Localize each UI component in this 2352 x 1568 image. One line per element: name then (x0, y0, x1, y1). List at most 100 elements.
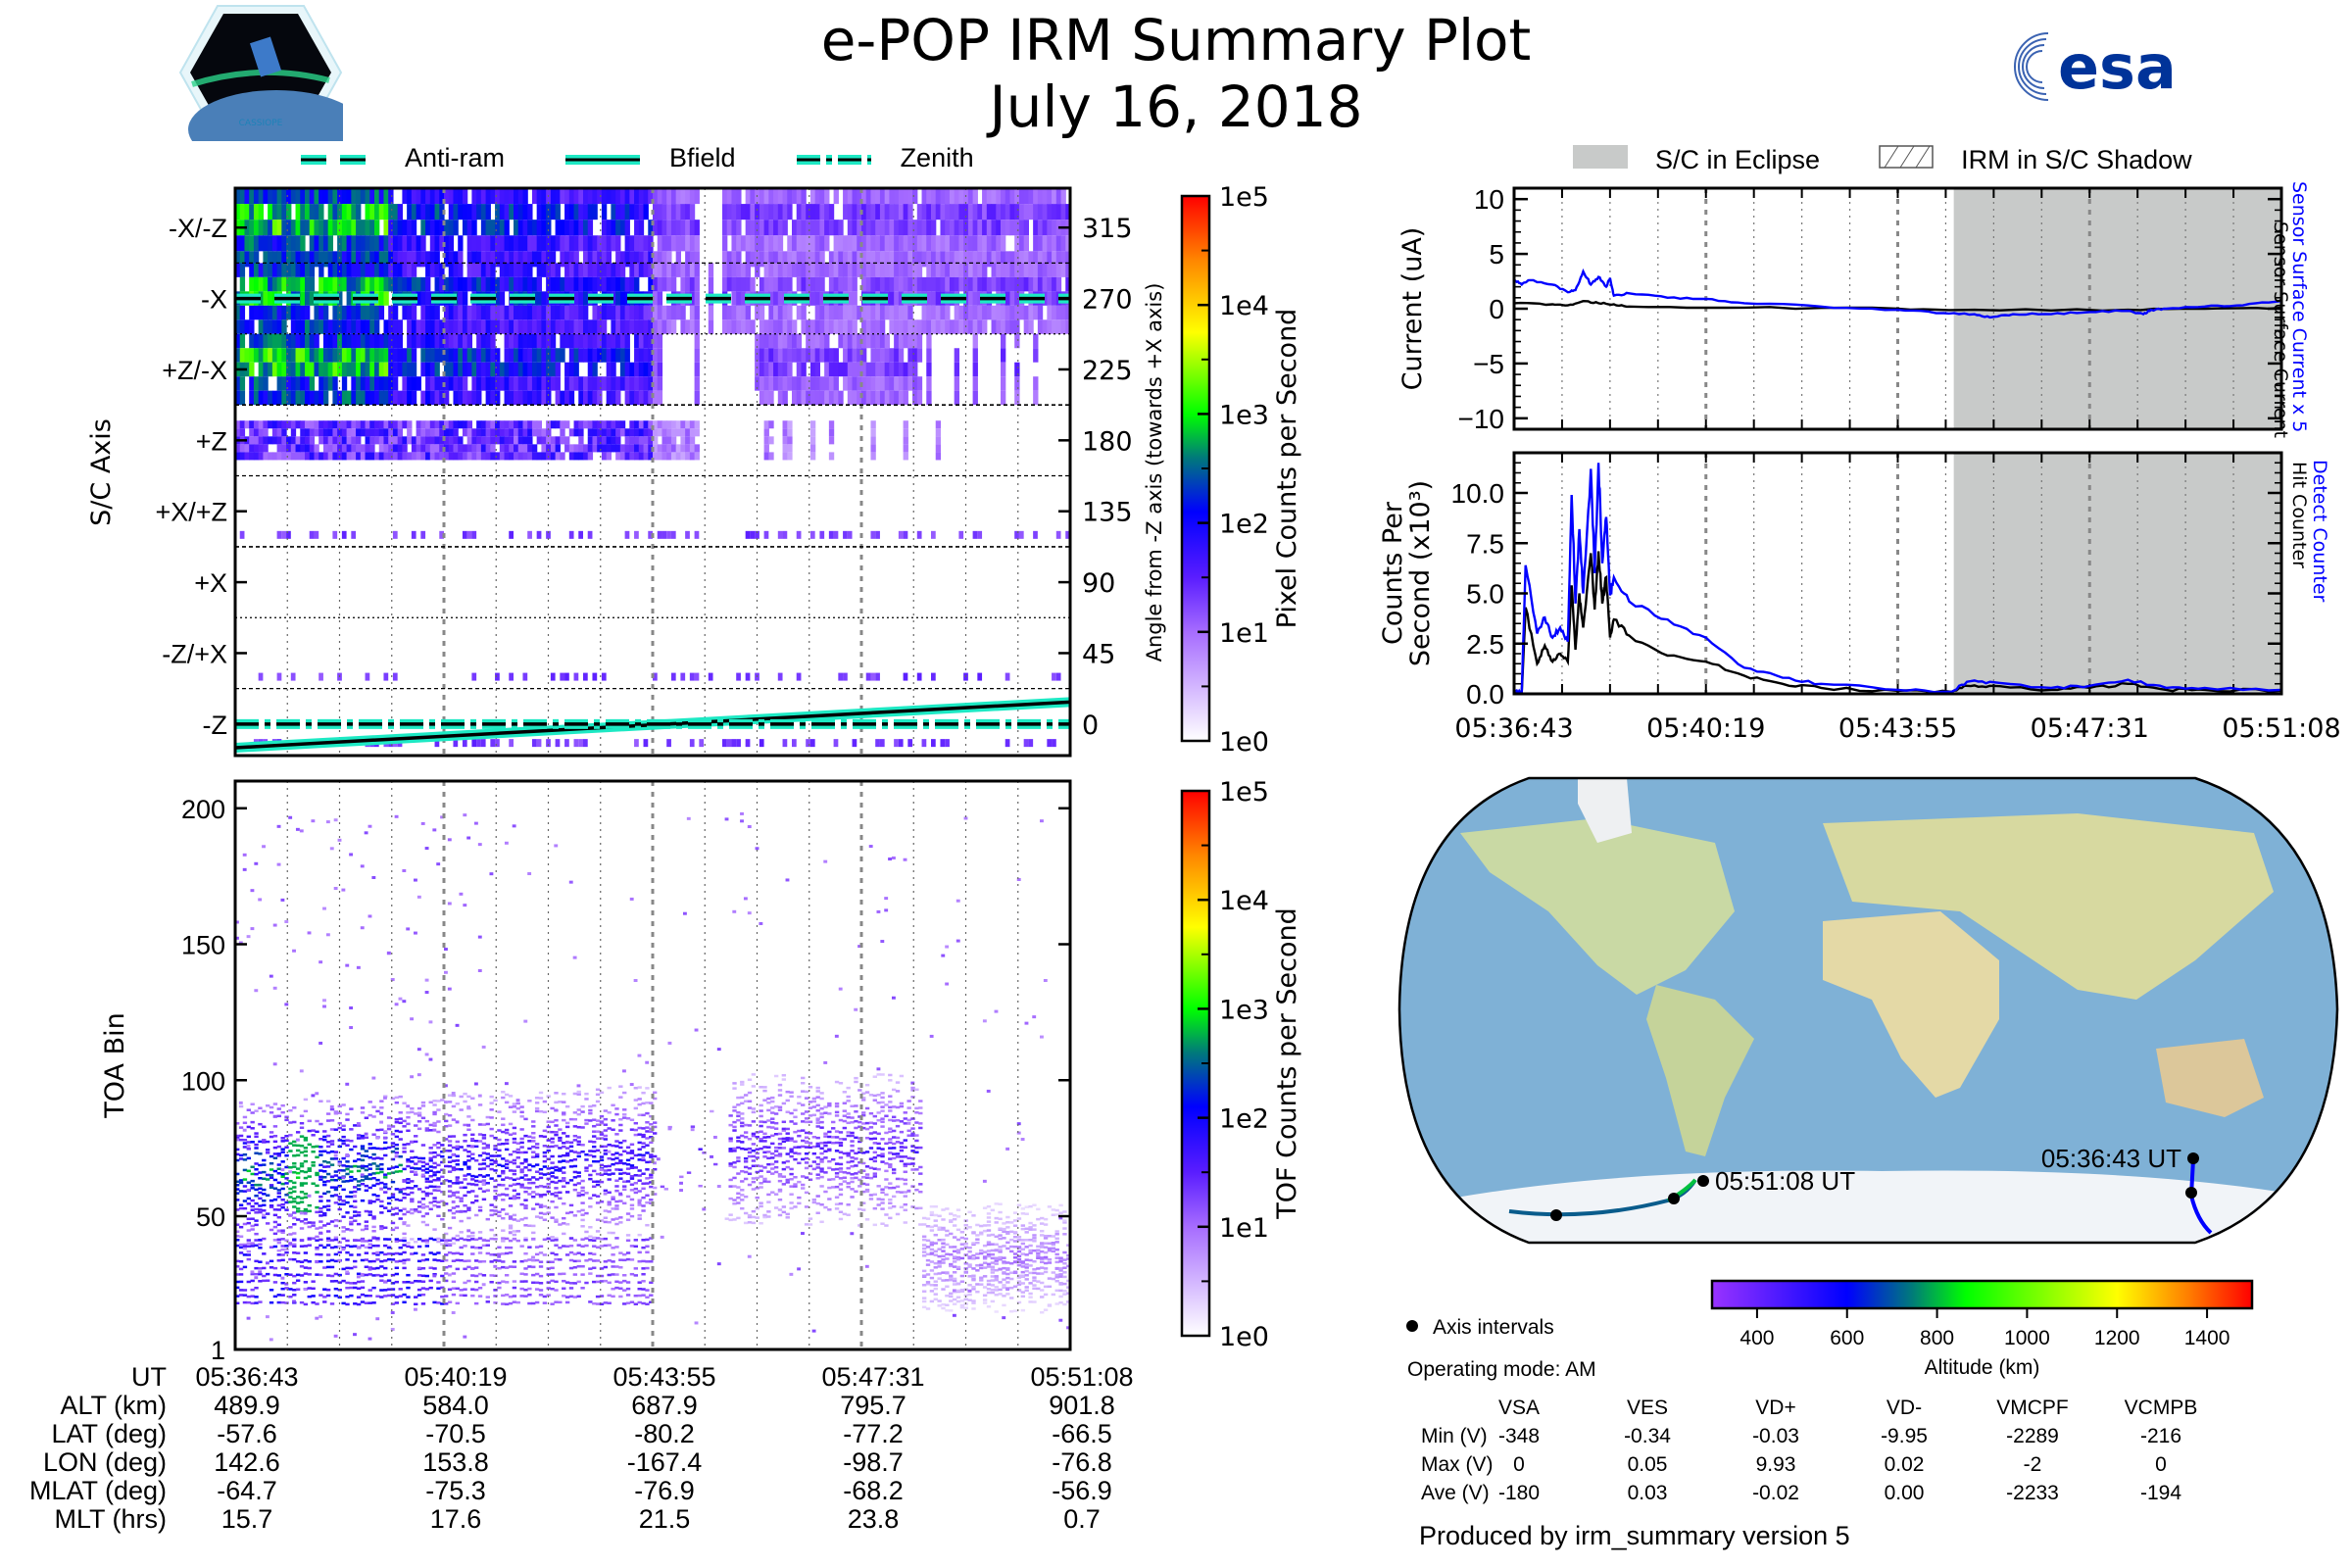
toa-heat-cell (371, 1225, 376, 1229)
toa-heat-cell (534, 1258, 540, 1262)
toa-heat-cell (512, 1150, 517, 1153)
pixel-heat-cell (615, 305, 621, 320)
pixel-heat-cell (531, 319, 538, 334)
toa-heat-cell (353, 1286, 358, 1290)
toa-heat-cell (451, 1135, 457, 1138)
pixel-ytick-label: -X/-Z (169, 214, 227, 243)
toa-heat-cell (299, 1191, 305, 1194)
toa-heat-cell (250, 1217, 255, 1220)
pixel-heat-cell (694, 390, 700, 406)
pixel-heat-cell (694, 428, 700, 437)
toa-heat-cell (276, 1145, 281, 1149)
pixel-heat-cell (448, 362, 455, 377)
pixel-heat-cell (439, 319, 445, 334)
pixel-heat-cell (666, 204, 672, 220)
pixel-heat-cell (420, 420, 426, 429)
pixel-heat-cell (281, 263, 287, 277)
pixel-heat-cell (601, 672, 607, 681)
toa-heat-cell (353, 1219, 358, 1223)
pixel-heat-cell (351, 362, 357, 377)
toa-heat-cell (238, 1289, 244, 1292)
pixel-heat-cell (916, 333, 923, 349)
toa-heat-cell (504, 1273, 510, 1277)
toa-heat-cell (463, 1174, 467, 1177)
pixel-heat-cell (662, 452, 667, 461)
toa-heat-cell (292, 1106, 297, 1109)
pixel-heat-cell (782, 333, 788, 349)
pixel-heat-cell (624, 319, 630, 334)
toa-heat-cell (269, 1168, 274, 1171)
toa-heat-cell (504, 1101, 510, 1104)
pixel-heat-cell (369, 348, 375, 363)
toa-heat-cell (386, 1197, 392, 1200)
toa-heat-cell (333, 1179, 339, 1182)
pixel-heat-cell (689, 672, 695, 681)
toa-heat-cell (349, 853, 354, 857)
pixel-heat-cell (249, 263, 255, 277)
pixel-heat-cell (578, 428, 584, 437)
pixel-heat-cell (657, 428, 663, 437)
toa-heat-cell (379, 1181, 384, 1185)
pixel-heat-cell (568, 452, 575, 461)
toa-heat-cell (512, 1158, 517, 1162)
toa-heat-cell (258, 1238, 263, 1242)
pixel-heat-cell (564, 333, 570, 349)
pixel-heat-cell (726, 220, 733, 236)
toa-heat-cell (477, 1205, 483, 1209)
pixel-heat-cell (509, 276, 514, 292)
toa-heat-cell (353, 1239, 358, 1243)
pixel-heat-cell (843, 333, 849, 349)
toa-heat-cell (493, 1148, 498, 1151)
pixel-heat-cell (360, 362, 367, 377)
pixel-heat-cell (833, 188, 839, 205)
toa-heat-cell (538, 1205, 544, 1208)
pixel-heat-cell (286, 452, 292, 461)
toa-heat-cell (406, 1273, 411, 1277)
pixel-heat-cell (828, 220, 835, 236)
pixel-heat-cell (638, 376, 645, 391)
toa-heat-cell (473, 1280, 479, 1284)
toa-heat-cell (477, 1162, 483, 1166)
pixel-heat-cell (429, 348, 436, 363)
pixel-heat-cell (689, 204, 696, 220)
pixel-heat-cell (453, 444, 459, 453)
toa-heat-cell (451, 1092, 456, 1096)
toa-heat-cell (360, 1273, 365, 1277)
toa-heat-cell (368, 1295, 372, 1298)
toa-heat-cell (410, 1160, 415, 1163)
pixel-heat-cell (903, 251, 908, 268)
pixel-heat-cell (560, 420, 565, 429)
toa-heat-cell (466, 1167, 471, 1170)
toa-heat-cell (379, 1211, 384, 1214)
toa-heat-cell (447, 1170, 453, 1173)
toa-heat-cell (420, 1253, 426, 1256)
pixel-heat-cell (638, 235, 645, 252)
pixel-heat-cell (619, 362, 626, 377)
pixel-heat-cell (318, 263, 324, 277)
toa-heat-cell (550, 1130, 555, 1134)
pixel-heat-cell (517, 444, 524, 453)
pixel-heat-cell (916, 220, 923, 236)
toa-heat-cell (414, 1173, 418, 1176)
toa-heat-cell (455, 1120, 460, 1124)
pixel-heat-cell (392, 376, 399, 391)
pixel-heat-cell (420, 444, 426, 453)
toa-heat-cell (303, 1176, 309, 1180)
toa-heat-cell (515, 1142, 520, 1145)
pixel-heat-cell (235, 444, 241, 453)
pixel-heat-cell (583, 305, 589, 320)
toa-heat-cell (428, 1192, 433, 1196)
pixel-heat-cell (689, 188, 696, 205)
pixel-heat-cell (852, 390, 858, 406)
pixel-heat-cell (458, 420, 464, 429)
pixel-heat-cell (740, 276, 747, 292)
pixel-heat-cell (235, 204, 241, 220)
toa-heat-cell (299, 1126, 305, 1130)
toa-heat-cell (447, 1288, 453, 1291)
pixel-heat-cell (239, 263, 246, 277)
pixel-heat-cell (861, 333, 867, 349)
pixel-heat-cell (1014, 235, 1020, 252)
pixel-heat-cell (806, 220, 811, 236)
toa-heat-cell (311, 1237, 316, 1240)
